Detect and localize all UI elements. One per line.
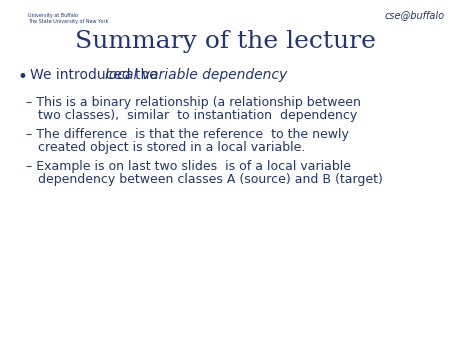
Text: Summary of the lecture: Summary of the lecture xyxy=(75,30,375,53)
Text: University at Buffalo
The State University of New York: University at Buffalo The State Universi… xyxy=(28,13,108,24)
Text: cse@buffalo: cse@buffalo xyxy=(385,10,445,20)
Text: – The difference  is that the reference  to the newly: – The difference is that the reference t… xyxy=(26,128,349,141)
Text: dependency between classes A (source) and B (target): dependency between classes A (source) an… xyxy=(38,173,383,186)
Text: – This is a binary relationship (a relationship between: – This is a binary relationship (a relat… xyxy=(26,96,361,109)
Text: local variable dependency: local variable dependency xyxy=(105,68,287,82)
Text: two classes),  similar  to instantiation  dependency: two classes), similar to instantiation d… xyxy=(38,109,357,122)
Text: created object is stored in a local variable.: created object is stored in a local vari… xyxy=(38,141,306,154)
Text: We introduced the: We introduced the xyxy=(30,68,162,82)
Text: – Example is on last two slides  is of a local variable: – Example is on last two slides is of a … xyxy=(26,160,351,173)
Text: •: • xyxy=(18,68,28,86)
